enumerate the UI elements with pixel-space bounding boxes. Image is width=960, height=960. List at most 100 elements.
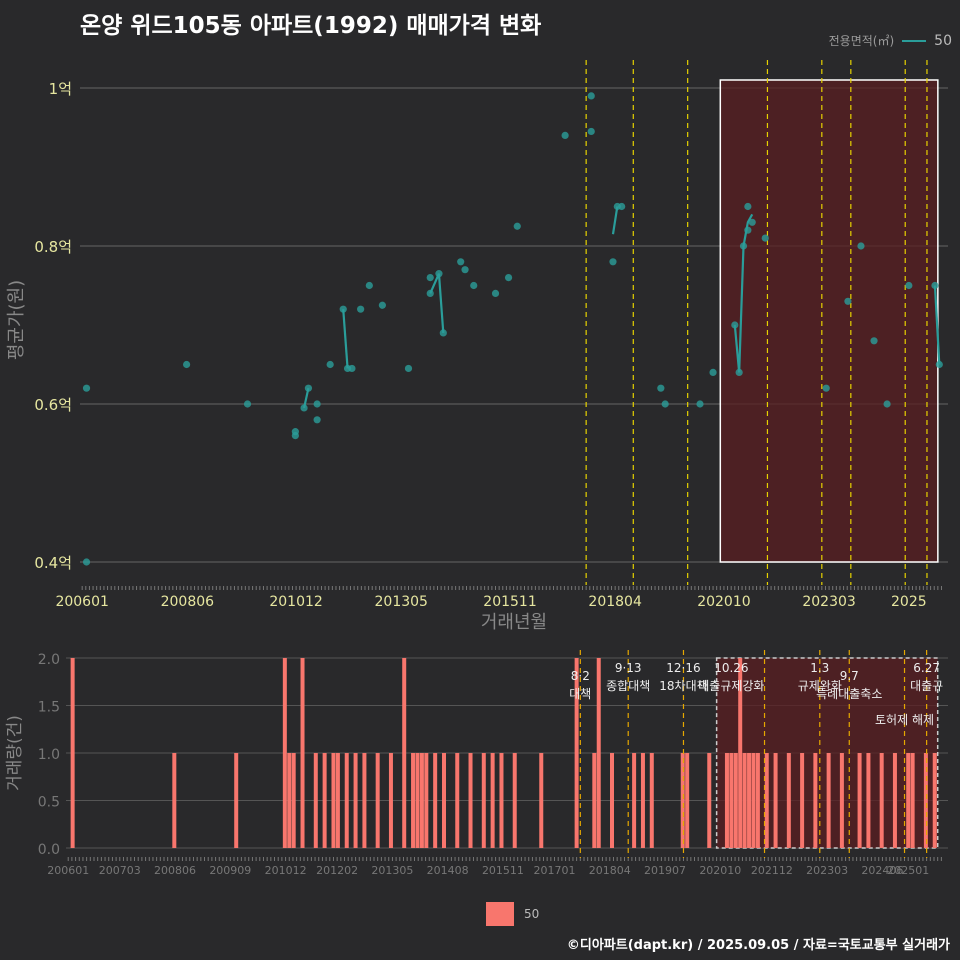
- data-point: [587, 127, 595, 136]
- volume-bar: [282, 658, 287, 848]
- data-point: [857, 242, 865, 250]
- y-tick-label: 1억: [49, 80, 72, 98]
- bar-y-tick-label: 0.5: [38, 795, 60, 811]
- volume-bar: [419, 753, 424, 848]
- volume-bar: [773, 753, 778, 848]
- data-point: [661, 400, 669, 408]
- bar-x-tick-label: 201907: [644, 864, 686, 877]
- volume-bar: [839, 753, 844, 848]
- data-point: [657, 384, 665, 392]
- bar-x-tick-label: 201701: [534, 864, 576, 877]
- data-point: [357, 305, 365, 313]
- volume-bar: [632, 753, 637, 848]
- bar-x-tick-label: 200806: [154, 864, 196, 877]
- data-point: [761, 234, 769, 242]
- series-line: [933, 285, 941, 365]
- data-point: [291, 432, 299, 440]
- data-point: [905, 281, 913, 290]
- data-point: [313, 400, 321, 408]
- volume-bar: [649, 753, 654, 848]
- policy-label: 대책: [569, 686, 591, 701]
- data-point: [435, 270, 443, 278]
- policy-date-label: 12·16: [666, 661, 700, 675]
- data-point: [822, 384, 830, 392]
- data-point: [504, 274, 513, 282]
- bar-x-tick-label: 201305: [371, 864, 413, 877]
- volume-bar: [331, 753, 336, 848]
- volume-bar: [353, 753, 358, 848]
- bar-x-tick-label: 200909: [209, 864, 251, 877]
- y-tick-label: 0.4억: [34, 554, 72, 572]
- data-point: [313, 416, 321, 424]
- volume-bar: [800, 753, 805, 848]
- data-point: [587, 92, 595, 100]
- volume-bar: [879, 753, 884, 848]
- policy-label: 대출규제강화: [698, 679, 764, 693]
- data-point: [513, 222, 521, 230]
- data-point: [461, 266, 469, 274]
- volume-bar: [468, 753, 473, 848]
- volume-bar: [910, 753, 915, 848]
- volume-bar: [596, 658, 601, 848]
- volume-bar: [923, 753, 928, 848]
- data-point: [735, 368, 743, 376]
- data-point: [618, 202, 626, 211]
- bar-y-tick-label: 1.0: [38, 747, 60, 763]
- volume-bar: [906, 753, 911, 848]
- volume-bar: [813, 753, 818, 848]
- data-point: [744, 226, 752, 234]
- data-point: [931, 281, 939, 290]
- data-point: [844, 297, 852, 305]
- policy-label: 규제완화: [798, 679, 842, 693]
- x-tick-label: 201012: [269, 594, 322, 610]
- volume-bar: [610, 753, 614, 848]
- volume-bar: [866, 753, 871, 848]
- bar-y-tick-label: 0.0: [38, 842, 60, 858]
- data-point: [709, 368, 717, 376]
- bar-x-tick-label: 201511: [482, 864, 524, 877]
- volume-bar: [287, 753, 292, 848]
- price-and-volume-chart: 0.4억 0.6억 0.8억 1억 200601 200806 201012 201305 20…: [5, 60, 948, 877]
- data-point: [696, 400, 704, 408]
- y-tick-label: 0.6억: [34, 396, 72, 414]
- volume-bar: [433, 753, 438, 848]
- legend-bar-label: 50: [524, 907, 540, 921]
- chart-title: 온양 위드105동 아파트(1992) 매매가격 변화: [80, 13, 542, 39]
- volume-bar: [455, 753, 460, 848]
- data-point: [426, 274, 434, 282]
- data-point: [243, 400, 252, 408]
- policy-label: 대출규: [910, 679, 943, 693]
- volume-bar: [490, 753, 495, 848]
- bar-x-tick-label: 201804: [589, 864, 631, 877]
- volume-bar: [707, 753, 712, 848]
- bar-x-tick-label: 202501: [887, 864, 929, 877]
- data-point: [439, 329, 447, 337]
- volume-bar: [680, 753, 685, 848]
- volume-bar: [592, 753, 597, 848]
- data-point: [491, 289, 500, 297]
- volume-bar: [411, 753, 416, 848]
- x-tick-label: 202303: [802, 594, 855, 610]
- volume-bar: [442, 753, 446, 848]
- volume-bar: [751, 753, 756, 848]
- volume-bar: [300, 658, 305, 848]
- series-line: [429, 273, 445, 333]
- legend-bar-swatch: [486, 902, 514, 926]
- volume-bar: [335, 753, 340, 848]
- data-point: [470, 281, 478, 290]
- policy-date-label: 9·13: [615, 661, 642, 675]
- volume-bar: [685, 753, 690, 848]
- volume-bar: [70, 658, 75, 848]
- volume-bar: [512, 753, 517, 848]
- volume-bar: [892, 753, 897, 848]
- policy-date-label: 9.7: [840, 669, 859, 683]
- bar-y-axis-title: 거래량(건): [5, 715, 25, 791]
- y-axis-title: 평균가(원): [6, 280, 27, 360]
- volume-bar: [764, 753, 769, 848]
- data-point: [326, 360, 334, 369]
- data-point: [609, 258, 617, 266]
- data-point: [339, 305, 347, 313]
- bar-x-tick-label: 202112: [751, 864, 793, 877]
- x-tick-label: 201804: [588, 594, 642, 610]
- volume-bar: [362, 753, 367, 848]
